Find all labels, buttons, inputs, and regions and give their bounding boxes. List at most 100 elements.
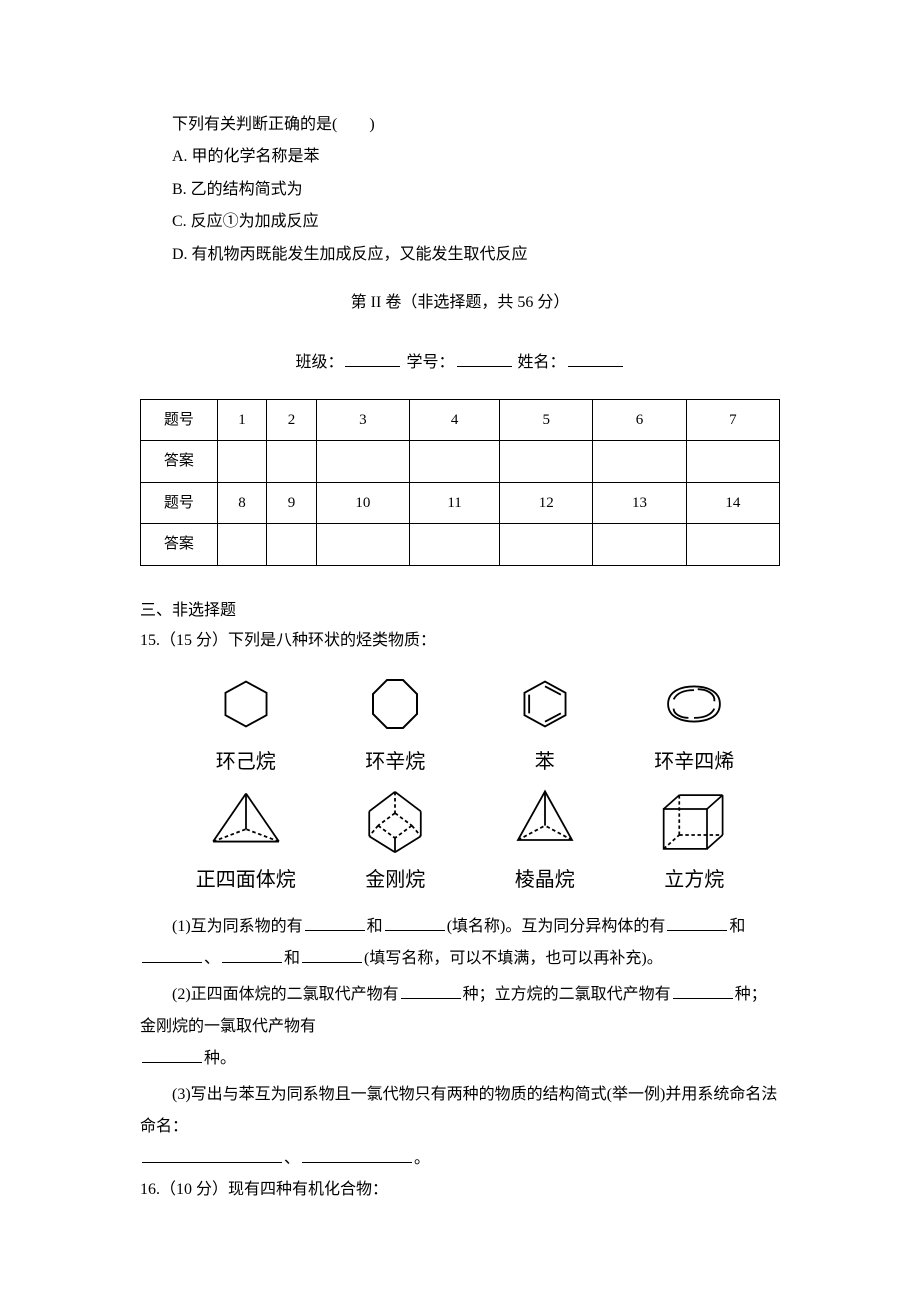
cube-icon xyxy=(655,787,733,857)
cell: 12 xyxy=(500,482,593,524)
cell xyxy=(316,524,409,566)
table-row: 题号 1 2 3 4 5 6 7 xyxy=(141,399,780,441)
text: 、 xyxy=(204,950,220,967)
text: 。 xyxy=(414,1150,430,1167)
mol-cyclooctane: 环辛烷 xyxy=(330,669,462,781)
mol-label: 环辛四烯 xyxy=(654,743,734,781)
cyclooctatetraene-icon xyxy=(657,669,731,739)
benzene-icon xyxy=(517,669,573,739)
text: 种；立方烷的二氯取代产物有 xyxy=(463,986,671,1003)
choice-a: A. 甲的化学名称是苯 xyxy=(172,142,780,172)
fill-blank xyxy=(305,913,365,931)
mol-label: 立方烷 xyxy=(664,861,724,899)
row-label: 答案 xyxy=(141,441,218,483)
adamantane-icon xyxy=(355,787,435,857)
mol-label: 金刚烷 xyxy=(365,861,425,899)
fill-blank xyxy=(302,945,362,963)
id-blank xyxy=(457,350,512,368)
choice-d: D. 有机物丙既能发生加成反应，又能发生取代反应 xyxy=(172,240,780,270)
fill-blank xyxy=(142,1145,282,1163)
q15-header: 15.（15 分）下列是八种环状的烃类物质： xyxy=(140,626,780,656)
prism-icon xyxy=(509,787,581,857)
mol-adamantane: 金刚烷 xyxy=(330,787,462,899)
cell xyxy=(217,524,267,566)
text: 和 xyxy=(284,950,300,967)
cell xyxy=(410,524,500,566)
table-row: 答案 xyxy=(141,441,780,483)
id-label: 学号： xyxy=(406,354,454,371)
mol-cyclohexane: 环己烷 xyxy=(180,669,312,781)
student-info-line: 班级： 学号： 姓名： xyxy=(140,348,780,378)
fill-blank xyxy=(401,981,461,999)
cell: 8 xyxy=(217,482,267,524)
mol-tetrahedrane: 正四面体烷 xyxy=(180,787,312,899)
class-blank xyxy=(345,350,400,368)
mol-label: 正四面体烷 xyxy=(196,861,296,899)
mol-benzene: 苯 xyxy=(479,669,611,781)
q15-part2-cont: 种。 xyxy=(140,1043,780,1075)
cell: 11 xyxy=(410,482,500,524)
cell: 2 xyxy=(267,399,317,441)
cell: 10 xyxy=(316,482,409,524)
mol-label: 苯 xyxy=(535,743,555,781)
q15-part2: (2)正四面体烷的二氯取代产物有种；立方烷的二氯取代产物有种；金刚烷的一氯取代产… xyxy=(140,979,780,1043)
fill-blank xyxy=(385,913,445,931)
part2-header: 第 II 卷（非选择题，共 56 分） xyxy=(140,288,780,318)
question-prompt: 下列有关判断正确的是( ) xyxy=(140,110,780,140)
name-label: 姓名： xyxy=(518,354,566,371)
cell xyxy=(267,524,317,566)
cell: 7 xyxy=(686,399,779,441)
cell: 13 xyxy=(593,482,686,524)
cell xyxy=(217,441,267,483)
row-label: 答案 xyxy=(141,524,218,566)
cell: 4 xyxy=(410,399,500,441)
mol-label: 环辛烷 xyxy=(365,743,425,781)
cell xyxy=(686,441,779,483)
section3-title: 三、非选择题 xyxy=(140,596,780,626)
cell xyxy=(500,441,593,483)
text: 和 xyxy=(729,918,745,935)
name-blank xyxy=(568,350,623,368)
molecule-grid: 环己烷 环辛烷 苯 xyxy=(180,669,760,899)
class-label: 班级： xyxy=(295,354,343,371)
mol-label: 环己烷 xyxy=(216,743,276,781)
mol-cubane: 立方烷 xyxy=(629,787,761,899)
fill-blank xyxy=(142,1045,202,1063)
cell: 1 xyxy=(217,399,267,441)
cell xyxy=(593,441,686,483)
q15-part1-cont: 、 和 (填写名称，可以不填满，也可以再补充)。 xyxy=(140,943,780,975)
text: 、 xyxy=(284,1150,300,1167)
text: (填写名称，可以不填满，也可以再补充)。 xyxy=(364,950,663,967)
text: (2)正四面体烷的二氯取代产物有 xyxy=(172,986,399,1003)
fill-blank xyxy=(673,981,733,999)
cell: 14 xyxy=(686,482,779,524)
cell: 3 xyxy=(316,399,409,441)
mol-label: 棱晶烷 xyxy=(515,861,575,899)
cell xyxy=(316,441,409,483)
mol-prismane: 棱晶烷 xyxy=(479,787,611,899)
choice-c: C. 反应①为加成反应 xyxy=(172,207,780,237)
cell: 9 xyxy=(267,482,317,524)
q16-header: 16.（10 分）现有四种有机化合物： xyxy=(140,1175,780,1205)
row-label: 题号 xyxy=(141,482,218,524)
hexagon-icon xyxy=(218,669,274,739)
fill-blank xyxy=(302,1145,412,1163)
octagon-icon xyxy=(365,669,425,739)
cell xyxy=(686,524,779,566)
cell xyxy=(410,441,500,483)
cell xyxy=(593,524,686,566)
choice-b: B. 乙的结构简式为 xyxy=(172,175,780,205)
text: (1)互为同系物的有 xyxy=(172,918,303,935)
fill-blank xyxy=(222,945,282,963)
cell xyxy=(500,524,593,566)
fill-blank xyxy=(667,913,727,931)
table-row: 题号 8 9 10 11 12 13 14 xyxy=(141,482,780,524)
choice-list: A. 甲的化学名称是苯 B. 乙的结构简式为 C. 反应①为加成反应 D. 有机… xyxy=(172,142,780,270)
row-label: 题号 xyxy=(141,399,218,441)
tetrahedron-icon xyxy=(206,787,286,857)
q15-part1: (1)互为同系物的有和(填名称)。互为同分异构体的有和 xyxy=(140,911,780,943)
cell: 5 xyxy=(500,399,593,441)
text: (填名称)。互为同分异构体的有 xyxy=(447,918,666,935)
table-row: 答案 xyxy=(141,524,780,566)
fill-blank xyxy=(142,945,202,963)
